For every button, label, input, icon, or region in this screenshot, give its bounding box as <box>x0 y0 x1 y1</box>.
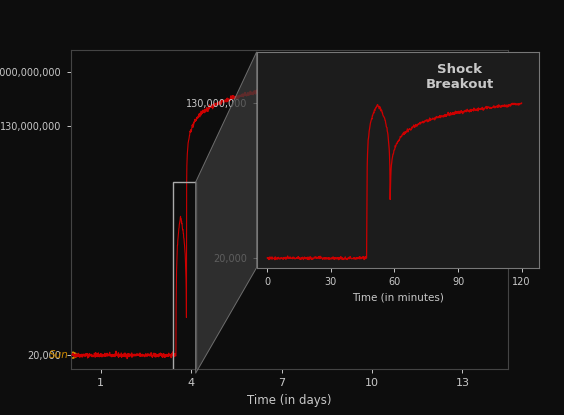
Text: Maximum Brightness: Maximum Brightness <box>398 58 501 68</box>
X-axis label: Time (in minutes): Time (in minutes) <box>352 292 443 302</box>
X-axis label: Time (in days): Time (in days) <box>247 394 331 407</box>
Text: Shock
Breakout: Shock Breakout <box>425 63 494 90</box>
Bar <box>173 182 196 374</box>
Text: Sun: Sun <box>49 350 68 360</box>
